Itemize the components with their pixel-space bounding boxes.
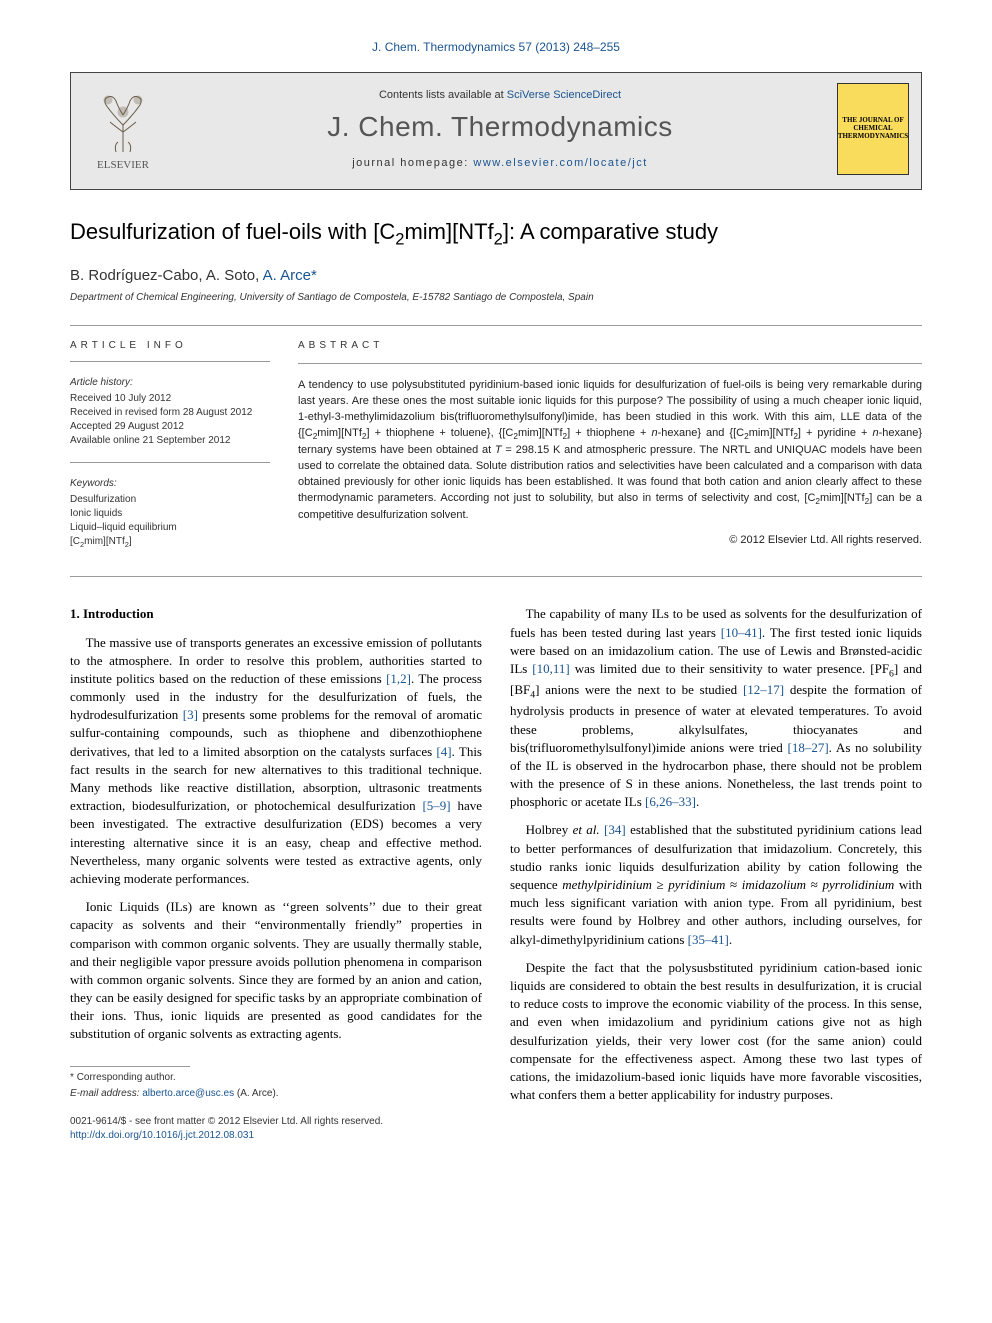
divider bbox=[70, 361, 270, 362]
abstract-column: abstract A tendency to use polysubstitut… bbox=[298, 340, 922, 565]
affiliation: Department of Chemical Engineering, Univ… bbox=[70, 292, 922, 303]
history-item: Available online 21 September 2012 bbox=[70, 434, 270, 448]
keyword-item: Liquid–liquid equilibrium bbox=[70, 521, 270, 535]
homepage-link[interactable]: www.elsevier.com/locate/jct bbox=[473, 157, 647, 169]
email-label: E-mail address: bbox=[70, 1088, 139, 1099]
history-item: Accepted 29 August 2012 bbox=[70, 420, 270, 434]
elsevier-tree-icon bbox=[88, 87, 158, 157]
divider bbox=[70, 576, 922, 577]
divider bbox=[70, 325, 922, 326]
contents-line: Contents lists available at SciVerse Sci… bbox=[175, 89, 825, 101]
article-history-block: Article history: Received 10 July 2012 R… bbox=[70, 376, 270, 448]
journal-cover-thumb: THE JOURNAL OF CHEMICAL THERMODYNAMICS bbox=[837, 83, 909, 175]
scidirect-link[interactable]: SciVerse ScienceDirect bbox=[507, 89, 621, 101]
publisher-logo-block: ELSEVIER bbox=[83, 87, 163, 171]
abstract-copyright: © 2012 Elsevier Ltd. All rights reserved… bbox=[298, 534, 922, 546]
corresponding-email-line: E-mail address: alberto.arce@usc.es (A. … bbox=[70, 1087, 482, 1101]
history-label: Article history: bbox=[70, 376, 270, 390]
contents-prefix: Contents lists available at bbox=[379, 89, 507, 101]
footer-block: * Corresponding author. E-mail address: … bbox=[70, 1066, 482, 1143]
issn-line: 0021-9614/$ - see front matter © 2012 El… bbox=[70, 1115, 482, 1129]
body-columns: 1. Introduction The massive use of trans… bbox=[70, 605, 922, 1142]
author-list: B. Rodríguez-Cabo, A. Soto, bbox=[70, 267, 263, 284]
body-paragraph: The capability of many ILs to be used as… bbox=[510, 605, 922, 811]
masthead: ELSEVIER Contents lists available at Sci… bbox=[70, 72, 922, 190]
keyword-item: Desulfurization bbox=[70, 493, 270, 507]
divider bbox=[70, 462, 270, 463]
article-info-column: article info Article history: Received 1… bbox=[70, 340, 270, 565]
divider bbox=[298, 363, 922, 364]
body-paragraph: Despite the fact that the polysusbstitut… bbox=[510, 959, 922, 1105]
keyword-item: Ionic liquids bbox=[70, 507, 270, 521]
article-info-heading: article info bbox=[70, 340, 270, 351]
history-item: Received 10 July 2012 bbox=[70, 392, 270, 406]
abstract-text: A tendency to use polysubstituted pyridi… bbox=[298, 378, 922, 524]
body-paragraph: The massive use of transports generates … bbox=[70, 634, 482, 889]
keywords-label: Keywords: bbox=[70, 477, 270, 491]
publisher-label: ELSEVIER bbox=[97, 159, 149, 171]
footer-meta: 0021-9614/$ - see front matter © 2012 El… bbox=[70, 1115, 482, 1143]
article-title: Desulfurization of fuel-oils with [C2mim… bbox=[70, 218, 922, 251]
authors-line: B. Rodríguez-Cabo, A. Soto, A. Arce* bbox=[70, 267, 922, 284]
history-item: Received in revised form 28 August 2012 bbox=[70, 406, 270, 420]
author-corresponding[interactable]: A. Arce bbox=[263, 267, 311, 284]
doi-link[interactable]: http://dx.doi.org/10.1016/j.jct.2012.08.… bbox=[70, 1130, 254, 1141]
body-column-right: The capability of many ILs to be used as… bbox=[510, 605, 922, 1142]
corr-marker-link[interactable]: * bbox=[311, 267, 317, 284]
corr-marker: * bbox=[70, 1072, 74, 1083]
corresponding-author-note: * Corresponding author. bbox=[70, 1071, 482, 1085]
email-name: (A. Arce). bbox=[237, 1088, 279, 1099]
homepage-prefix: journal homepage: bbox=[352, 157, 473, 169]
email-link[interactable]: alberto.arce@usc.es bbox=[142, 1088, 234, 1099]
masthead-center: Contents lists available at SciVerse Sci… bbox=[175, 89, 825, 169]
journal-reference: J. Chem. Thermodynamics 57 (2013) 248–25… bbox=[70, 40, 922, 54]
journal-name: J. Chem. Thermodynamics bbox=[175, 111, 825, 143]
homepage-line: journal homepage: www.elsevier.com/locat… bbox=[175, 157, 825, 169]
keywords-block: Keywords: Desulfurization Ionic liquids … bbox=[70, 477, 270, 551]
body-paragraph: Holbrey et al. [34] established that the… bbox=[510, 821, 922, 948]
keyword-item: [C2mim][NTf2] bbox=[70, 535, 270, 551]
footer-divider bbox=[70, 1066, 190, 1067]
body-paragraph: Ionic Liquids (ILs) are known as ‘‘green… bbox=[70, 898, 482, 1044]
body-column-left: 1. Introduction The massive use of trans… bbox=[70, 605, 482, 1142]
abstract-heading: abstract bbox=[298, 340, 922, 351]
section-heading: 1. Introduction bbox=[70, 605, 482, 623]
corr-text: Corresponding author. bbox=[77, 1072, 176, 1083]
